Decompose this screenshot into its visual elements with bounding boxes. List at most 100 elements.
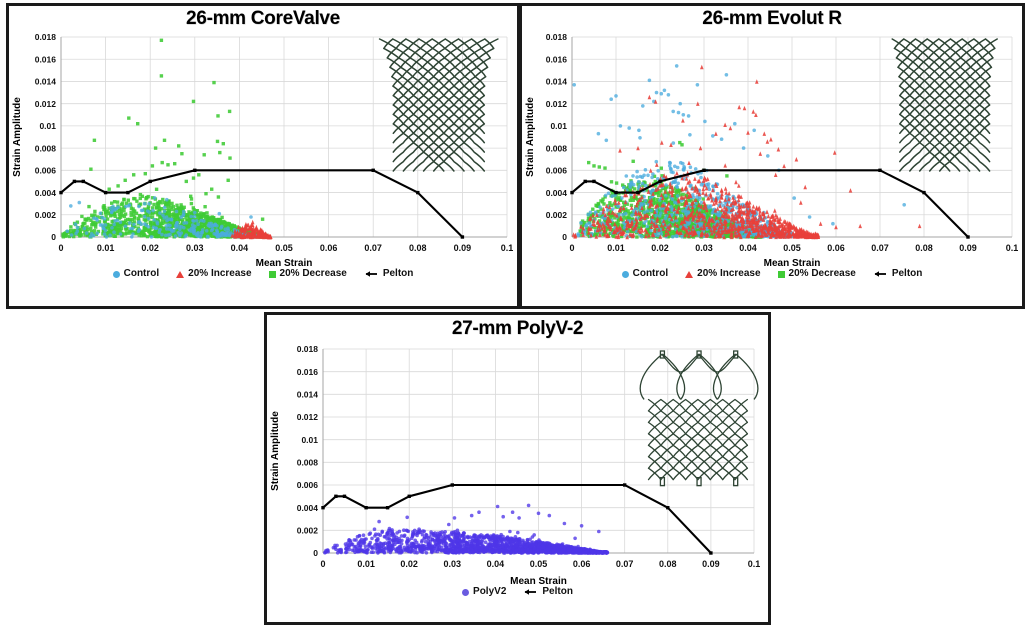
svg-text:0.006: 0.006 [546,166,568,176]
svg-text:0.02: 0.02 [141,243,159,253]
svg-text:0.01: 0.01 [357,559,375,569]
legend-triangle-marker-icon [685,270,694,278]
axis-tick-labels: 0 0.002 0.004 0.006 0.008 0.01 0.012 0.014 0.016… [297,344,761,569]
legend-item-20-decrease[interactable]: 20% Decrease [777,268,856,280]
svg-text:0.07: 0.07 [871,243,889,253]
legend-item-control[interactable]: Control [621,268,669,280]
corevalve-stent-illustration [378,38,499,173]
svg-text:0.06: 0.06 [573,559,591,569]
legend-item-20-increase[interactable]: 20% Increase [685,268,761,280]
svg-text:0.05: 0.05 [783,243,801,253]
svg-text:0.05: 0.05 [530,559,548,569]
svg-text:0.08: 0.08 [409,243,427,253]
svg-text:0.016: 0.016 [297,367,319,377]
svg-text:0.006: 0.006 [35,166,57,176]
panel-corevalve: 26-mm CoreValve 0 0.002 0.004 0.006 0.008 0.0… [6,3,520,309]
scatter-series-control [65,196,259,240]
plot-area-polyv2: 0 0.002 0.004 0.006 0.008 0.01 0.012 0.014 0.016… [267,339,768,587]
scatter-chart-polyv2: 0 0.002 0.004 0.006 0.008 0.01 0.012 0.014 0.016… [270,344,761,587]
svg-text:0.004: 0.004 [546,188,568,198]
scatter-series-20-increase [571,65,922,240]
legend-item-20-decrease[interactable]: 20% Decrease [268,268,347,280]
legend-item-pelton[interactable]: Pelton [364,269,413,279]
y-axis-label: Strain Amplitude [12,97,23,177]
legend-evolut-r: Control 20% Increase 20% Decrease Pelton [522,269,1022,279]
legend-item-label: Pelton [891,268,923,280]
axis-tick-labels: 0 0.002 0.004 0.006 0.008 0.01 0.012 0.014 0.016… [546,32,1019,253]
svg-text:0.008: 0.008 [546,144,568,154]
scatter-series-polyv2 [323,503,610,556]
legend-item-label: Pelton [542,586,573,598]
svg-text:0.006: 0.006 [297,480,319,490]
svg-text:Strain Amplitude: Strain Amplitude [270,411,281,491]
svg-text:0.008: 0.008 [297,458,319,468]
legend-item-pelton[interactable]: Pelton [873,268,923,280]
svg-text:0.01: 0.01 [550,121,567,131]
svg-text:0.012: 0.012 [297,412,319,422]
svg-text:0.002: 0.002 [35,210,57,220]
legend-item-pelton[interactable]: Pelton [523,587,573,597]
legend-item-label: 20% Increase [697,268,761,280]
legend-line-marker-icon [364,270,379,278]
svg-text:0: 0 [562,232,567,242]
pelton-curve [321,483,713,555]
legend-item-control[interactable]: Control [112,268,160,280]
legend-item-20-increase[interactable]: 20% Increase [176,269,252,279]
x-axis-label: Mean Strain [256,258,313,269]
legend-square-marker-icon [777,270,785,278]
svg-text:0.014: 0.014 [35,77,57,87]
x-axis-label: Mean Strain [764,258,821,269]
legend-circle-marker-icon [621,270,629,278]
svg-text:0.004: 0.004 [35,188,57,198]
legend-item-label: Control [123,268,160,280]
page-title: 27-mm PolyV-2 [451,318,584,339]
svg-text:0.012: 0.012 [546,99,568,109]
svg-text:0.02: 0.02 [400,559,418,569]
svg-text:0.014: 0.014 [297,390,319,400]
svg-text:0.03: 0.03 [695,243,713,253]
panel-evolut-r: 26-mm Evolut R 0 0.002 0.004 0.006 0.008 0.01… [519,3,1025,309]
svg-text:0.002: 0.002 [297,526,319,536]
axis-tick-labels: 0 0.002 0.004 0.006 0.008 0.01 0.012 0.014 0.016… [35,32,514,253]
panel-polyv2: 27-mm PolyV-2 0 0.002 0.004 0.006 0.008 0.01 0… [264,312,771,625]
legend-item-label: 20% Decrease [279,268,347,280]
svg-text:0.09: 0.09 [702,559,720,569]
legend-item-label: PolyV2 [473,586,507,598]
legend-item-polyv2[interactable]: PolyV2 [462,587,506,597]
svg-text:0.05: 0.05 [275,243,293,253]
svg-text:0.01: 0.01 [607,243,625,253]
svg-text:0: 0 [313,548,318,558]
svg-text:0.04: 0.04 [487,559,505,569]
svg-text:0.09: 0.09 [959,243,977,253]
svg-text:0.09: 0.09 [454,243,472,253]
legend-item-label: 20% Decrease [788,268,856,280]
svg-text:0.01: 0.01 [39,121,56,131]
legend-circle-marker-icon [462,588,470,596]
legend-triangle-marker-icon [176,270,185,278]
pelton-curve [570,168,970,239]
polyv2-stent-illustration [639,350,759,487]
scatter-chart-evolut-r: 0 0.002 0.004 0.006 0.008 0.01 0.012 0.014 0.016… [525,32,1019,269]
x-axis-label: Mean Strain [510,576,567,587]
svg-text:0.07: 0.07 [616,559,634,569]
scatter-series-20-increase [230,219,273,240]
svg-text:0: 0 [51,232,56,242]
svg-text:0.04: 0.04 [231,243,249,253]
svg-text:Strain Amplitude: Strain Amplitude [525,97,536,177]
svg-text:0.008: 0.008 [35,144,57,154]
svg-text:0.018: 0.018 [546,32,568,42]
svg-text:0.03: 0.03 [186,243,204,253]
svg-text:0.07: 0.07 [364,243,382,253]
svg-text:0.018: 0.018 [35,32,57,42]
page-title: 26-mm Evolut R [702,8,842,29]
svg-text:0.04: 0.04 [739,243,757,253]
legend-item-label: Control [632,268,669,280]
svg-text:0.012: 0.012 [35,99,57,109]
legend-polyv2: PolyV2 Pelton [267,587,768,597]
plot-area-evolut-r: 0 0.002 0.004 0.006 0.008 0.01 0.012 0.014 0.016… [522,29,1022,269]
svg-text:0: 0 [320,559,325,569]
svg-text:0.06: 0.06 [827,243,845,253]
legend-circle-marker-icon [112,270,120,278]
svg-text:0.016: 0.016 [35,55,57,65]
